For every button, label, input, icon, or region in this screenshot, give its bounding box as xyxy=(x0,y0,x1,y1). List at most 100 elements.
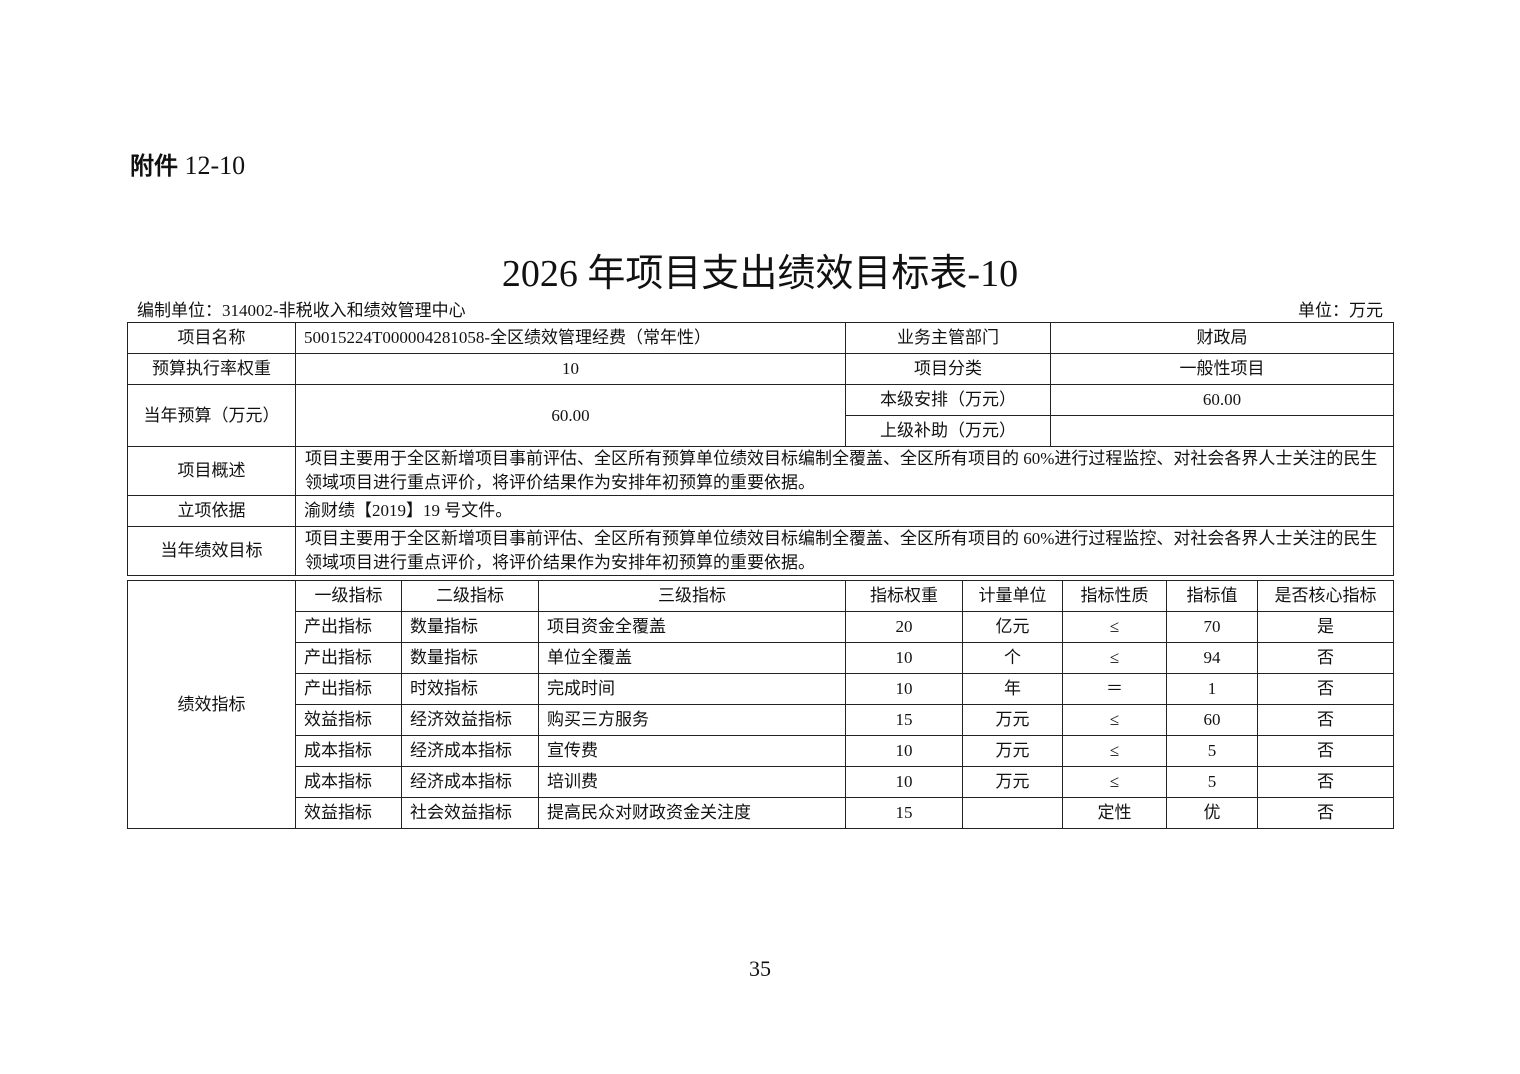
cell-value: 60 xyxy=(1166,704,1258,736)
indicator-table: 绩效指标 一级指标 二级指标 三级指标 指标权重 计量单位 指标性质 指标值 是否核心指标 产出指… xyxy=(127,580,1394,829)
cell-weight: 10 xyxy=(845,673,963,705)
cell-level2: 经济效益指标 xyxy=(401,704,539,736)
annual-goal: 项目主要用于全区新增项目事前评估、全区所有预算单位绩效目标编制全覆盖、全区所有项… xyxy=(295,526,1394,576)
table-row: 产出指标 数量指标 项目资金全覆盖 20 亿元 ≤70 是 xyxy=(128,611,1394,643)
cell-level3: 购买三方服务 xyxy=(538,704,846,736)
cell-value: 94 xyxy=(1166,642,1258,674)
label: 当年预算（万元） xyxy=(127,384,296,447)
cell-level2: 数量指标 xyxy=(401,611,539,643)
table-row: 成本指标 经济成本指标 培训费 10 万元 ≤5 否 xyxy=(128,766,1394,798)
label: 项目名称 xyxy=(127,322,296,354)
column-header: 一级指标 xyxy=(295,580,402,612)
table-row: 预算执行率权重 10 项目分类 一般性项目 xyxy=(127,353,1394,385)
label: 本级安排（万元） xyxy=(845,384,1051,416)
table-row: 效益指标 经济效益指标 购买三方服务 15 万元 ≤60 否 xyxy=(128,704,1394,736)
cell-unit: 个 xyxy=(962,642,1063,674)
cell-level3: 培训费 xyxy=(538,766,846,798)
label: 上级补助（万元） xyxy=(845,415,1051,447)
project-info-table: 项目名称 50015224T000004281058-全区绩效管理经费（常年性）… xyxy=(127,322,1394,576)
cell-level1: 成本指标 xyxy=(295,766,402,798)
cell-level3: 完成时间 xyxy=(538,673,846,705)
cell-nature: ≤ xyxy=(1062,704,1167,736)
page-title: 2026 年项目支出绩效目标表-10 xyxy=(501,253,1019,295)
project-name: 50015224T000004281058-全区绩效管理经费（常年性） xyxy=(295,322,846,354)
cell-level3: 提高民众对财政资金关注度 xyxy=(538,797,846,829)
cell-unit xyxy=(962,797,1063,829)
table-row: 产出指标 数量指标 单位全覆盖 10 个 ≤94 否 xyxy=(128,642,1394,674)
label: 项目概述 xyxy=(127,446,296,496)
cell-unit: 年 xyxy=(962,673,1063,705)
cell-weight: 10 xyxy=(845,642,963,674)
column-header: 是否核心指标 xyxy=(1257,580,1394,612)
header-row: 绩效指标 一级指标 二级指标 三级指标 指标权重 计量单位 指标性质 指标值 是否核心指标 xyxy=(127,580,1394,829)
column-header: 指标性质 xyxy=(1062,580,1167,612)
cell-weight: 15 xyxy=(845,704,963,736)
cell-level2: 经济成本指标 xyxy=(401,766,539,798)
cell-unit: 万元 xyxy=(962,766,1063,798)
cell-level1: 产出指标 xyxy=(295,673,402,705)
cell-level3: 项目资金全覆盖 xyxy=(538,611,846,643)
cell-level1: 效益指标 xyxy=(295,797,402,829)
table-row: 成本指标 经济成本指标 宣传费 10 万元 ≤5 否 xyxy=(128,735,1394,767)
table-row: 项目概述 项目主要用于全区新增项目事前评估、全区所有预算单位绩效目标编制全覆盖、… xyxy=(127,446,1394,496)
label: 当年绩效目标 xyxy=(127,526,296,576)
cell-value: 5 xyxy=(1166,735,1258,767)
cell-unit: 万元 xyxy=(962,704,1063,736)
cell-nature: ＝ xyxy=(1062,673,1167,705)
table-row: 效益指标 社会效益指标 提高民众对财政资金关注度 15 定性优否 xyxy=(128,797,1394,829)
cell-value: 1 xyxy=(1166,673,1258,705)
compiling-unit: 编制单位：314002-非税收入和绩效管理中心 xyxy=(137,301,466,320)
label: 立项依据 xyxy=(127,495,296,527)
basis: 渝财绩【2019】19 号文件。 xyxy=(295,495,1394,527)
cell-level1: 成本指标 xyxy=(295,735,402,767)
budget: 60.00 xyxy=(295,384,846,447)
cell-value: 优 xyxy=(1166,797,1258,829)
table-row: 产出指标 时效指标 完成时间 10 年＝ 1 否 xyxy=(128,673,1394,705)
currency-unit: 单位：万元 xyxy=(1298,301,1383,320)
table-row: 项目名称 50015224T000004281058-全区绩效管理经费（常年性）… xyxy=(127,322,1394,354)
cell-level2: 经济成本指标 xyxy=(401,735,539,767)
column-header: 指标权重 xyxy=(845,580,963,612)
table-row: 当年预算（万元） 60.00 本级安排（万元） 60.00 xyxy=(127,384,1394,447)
cell-level2: 社会效益指标 xyxy=(401,797,539,829)
cell-core: 否 xyxy=(1257,766,1394,798)
column-header: 三级指标 xyxy=(538,580,846,612)
cell-weight: 20 xyxy=(845,611,963,643)
table-row: 立项依据 渝财绩【2019】19 号文件。 xyxy=(127,495,1394,527)
cell-nature: ≤ xyxy=(1062,642,1167,674)
column-header: 计量单位 xyxy=(962,580,1063,612)
section-label: 绩效指标 xyxy=(127,580,296,829)
overview: 项目主要用于全区新增项目事前评估、全区所有预算单位绩效目标编制全覆盖、全区所有项… xyxy=(295,446,1394,496)
local-budget: 60.00 xyxy=(1050,384,1394,416)
attachment-prefix: 附件 xyxy=(130,152,178,180)
cell-unit: 万元 xyxy=(962,735,1063,767)
cell-value: 70 xyxy=(1166,611,1258,643)
table-row: 上级补助（万元） xyxy=(128,415,1394,447)
cell-level1: 产出指标 xyxy=(295,642,402,674)
cell-nature: ≤ xyxy=(1062,766,1167,798)
column-header: 指标值 xyxy=(1166,580,1258,612)
cell-core: 否 xyxy=(1257,735,1394,767)
cell-nature: ≤ xyxy=(1062,611,1167,643)
cell-core: 否 xyxy=(1257,704,1394,736)
cell-core: 是 xyxy=(1257,611,1394,643)
label: 业务主管部门 xyxy=(845,322,1051,354)
cell-weight: 10 xyxy=(845,766,963,798)
label: 项目分类 xyxy=(845,353,1051,385)
cell-nature: 定性 xyxy=(1062,797,1167,829)
cell-level3: 单位全覆盖 xyxy=(538,642,846,674)
cell-weight: 10 xyxy=(845,735,963,767)
attachment-label: 附件 12-10 xyxy=(130,146,245,181)
cell-level1: 产出指标 xyxy=(295,611,402,643)
cell-core: 否 xyxy=(1257,673,1394,705)
column-header: 二级指标 xyxy=(401,580,539,612)
category: 一般性项目 xyxy=(1050,353,1394,385)
label: 预算执行率权重 xyxy=(127,353,296,385)
department: 财政局 xyxy=(1050,322,1394,354)
cell-weight: 15 xyxy=(845,797,963,829)
table-row: 当年绩效目标 项目主要用于全区新增项目事前评估、全区所有预算单位绩效目标编制全覆… xyxy=(127,526,1394,576)
cell-unit: 亿元 xyxy=(962,611,1063,643)
cell-level1: 效益指标 xyxy=(295,704,402,736)
attachment-number: 12-10 xyxy=(184,151,246,180)
cell-nature: ≤ xyxy=(1062,735,1167,767)
